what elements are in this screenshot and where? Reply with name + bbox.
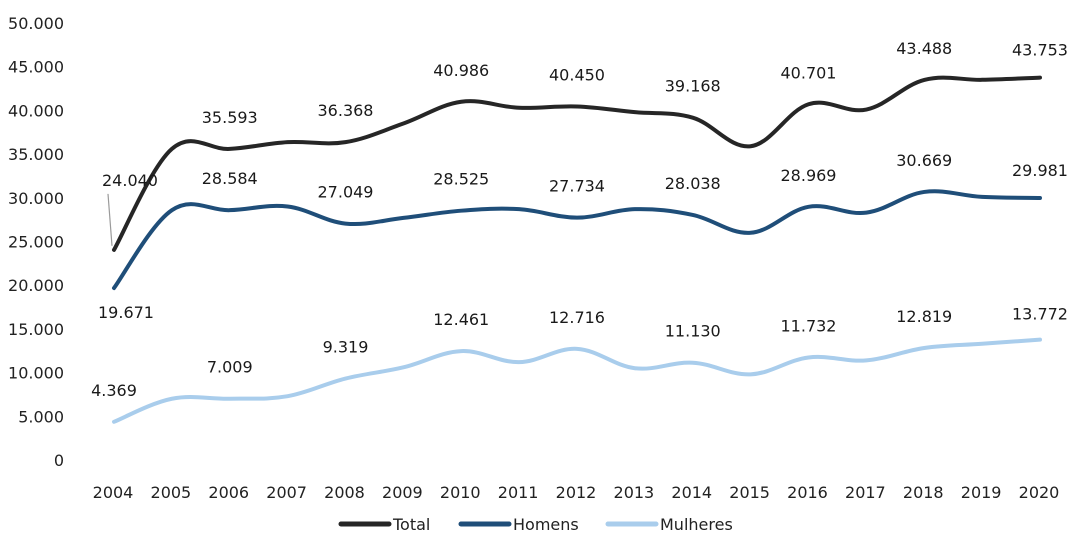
data-label-mulheres: 7.009: [207, 358, 253, 377]
data-label-total: 40.450: [549, 65, 605, 84]
x-tick-label: 2007: [266, 483, 307, 502]
x-tick-label: 2010: [440, 483, 481, 502]
data-label-total: 43.488: [896, 39, 952, 58]
data-label-homens: 30.669: [896, 151, 952, 170]
x-tick-label: 2008: [324, 483, 365, 502]
y-tick-label: 10.000: [8, 364, 64, 383]
x-tick-label: 2006: [208, 483, 249, 502]
data-label-homens: 27.734: [549, 177, 605, 196]
x-tick-label: 2019: [961, 483, 1002, 502]
data-label-mulheres: 13.772: [1012, 305, 1068, 324]
data-label-homens: 28.038: [665, 174, 721, 193]
x-tick-label: 2013: [614, 483, 655, 502]
y-tick-label: 45.000: [8, 58, 64, 77]
x-tick-label: 2011: [498, 483, 539, 502]
x-tick-label: 2004: [93, 483, 134, 502]
data-label-homens: 28.969: [781, 166, 837, 185]
data-label-mulheres: 12.461: [433, 310, 489, 329]
data-label-mulheres: 11.732: [781, 316, 837, 335]
data-label-mulheres: 9.319: [323, 338, 369, 357]
y-axis: 0 5.000 10.000 15.000 20.000 25.000 30.000 35.0…: [8, 14, 64, 470]
legend: Total Homens Mulheres: [338, 515, 733, 534]
label-leader-line: [107, 193, 113, 246]
data-label-total: 40.701: [781, 63, 837, 82]
data-labels: 24.040 35.593 36.368 40.986 40.450 39.168 40.7…: [91, 39, 1068, 400]
x-tick-label: 2018: [903, 483, 944, 502]
x-axis: 2004 2005 2006 2007 2008 2009 2010 2011 2012 2013…: [93, 483, 1060, 502]
data-label-total: 40.986: [433, 61, 489, 80]
data-label-mulheres: 11.130: [665, 322, 721, 341]
y-tick-label: 25.000: [8, 233, 64, 252]
legend-label-homens: Homens: [513, 515, 579, 534]
y-tick-label: 40.000: [8, 101, 64, 120]
data-label-homens: 19.671: [98, 303, 154, 322]
y-tick-label: 15.000: [8, 320, 64, 339]
y-tick-label: 20.000: [8, 276, 64, 295]
series-line-homens: [112, 189, 1042, 291]
y-tick-label: 50.000: [8, 14, 64, 33]
legend-label-mulheres: Mulheres: [660, 515, 733, 534]
data-label-total: 24.040: [102, 171, 158, 190]
data-label-homens: 28.525: [433, 170, 489, 189]
data-label-mulheres: 4.369: [91, 381, 137, 400]
y-tick-label: 35.000: [8, 145, 64, 164]
series-line-mulheres: [112, 337, 1042, 424]
data-label-homens: 27.049: [318, 183, 374, 202]
x-tick-label: 2005: [151, 483, 192, 502]
series-lines: [112, 75, 1042, 424]
y-tick-label: 30.000: [8, 189, 64, 208]
x-tick-label: 2017: [845, 483, 886, 502]
data-label-total: 43.753: [1012, 41, 1068, 60]
x-tick-label: 2020: [1019, 483, 1060, 502]
x-tick-label: 2016: [787, 483, 828, 502]
series-line-total: [112, 75, 1042, 252]
y-tick-label: 0: [54, 451, 64, 470]
data-label-homens: 29.981: [1012, 161, 1068, 180]
x-tick-label: 2009: [382, 483, 423, 502]
legend-label-total: Total: [392, 515, 430, 534]
data-label-total: 36.368: [318, 101, 374, 120]
data-label-mulheres: 12.819: [896, 307, 952, 326]
data-label-total: 35.593: [202, 108, 258, 127]
data-label-mulheres: 12.716: [549, 308, 605, 327]
x-tick-label: 2015: [729, 483, 770, 502]
data-label-total: 39.168: [665, 77, 721, 96]
x-tick-label: 2012: [556, 483, 597, 502]
y-tick-label: 5.000: [18, 407, 64, 426]
data-label-homens: 28.584: [202, 169, 258, 188]
x-tick-label: 2014: [671, 483, 712, 502]
